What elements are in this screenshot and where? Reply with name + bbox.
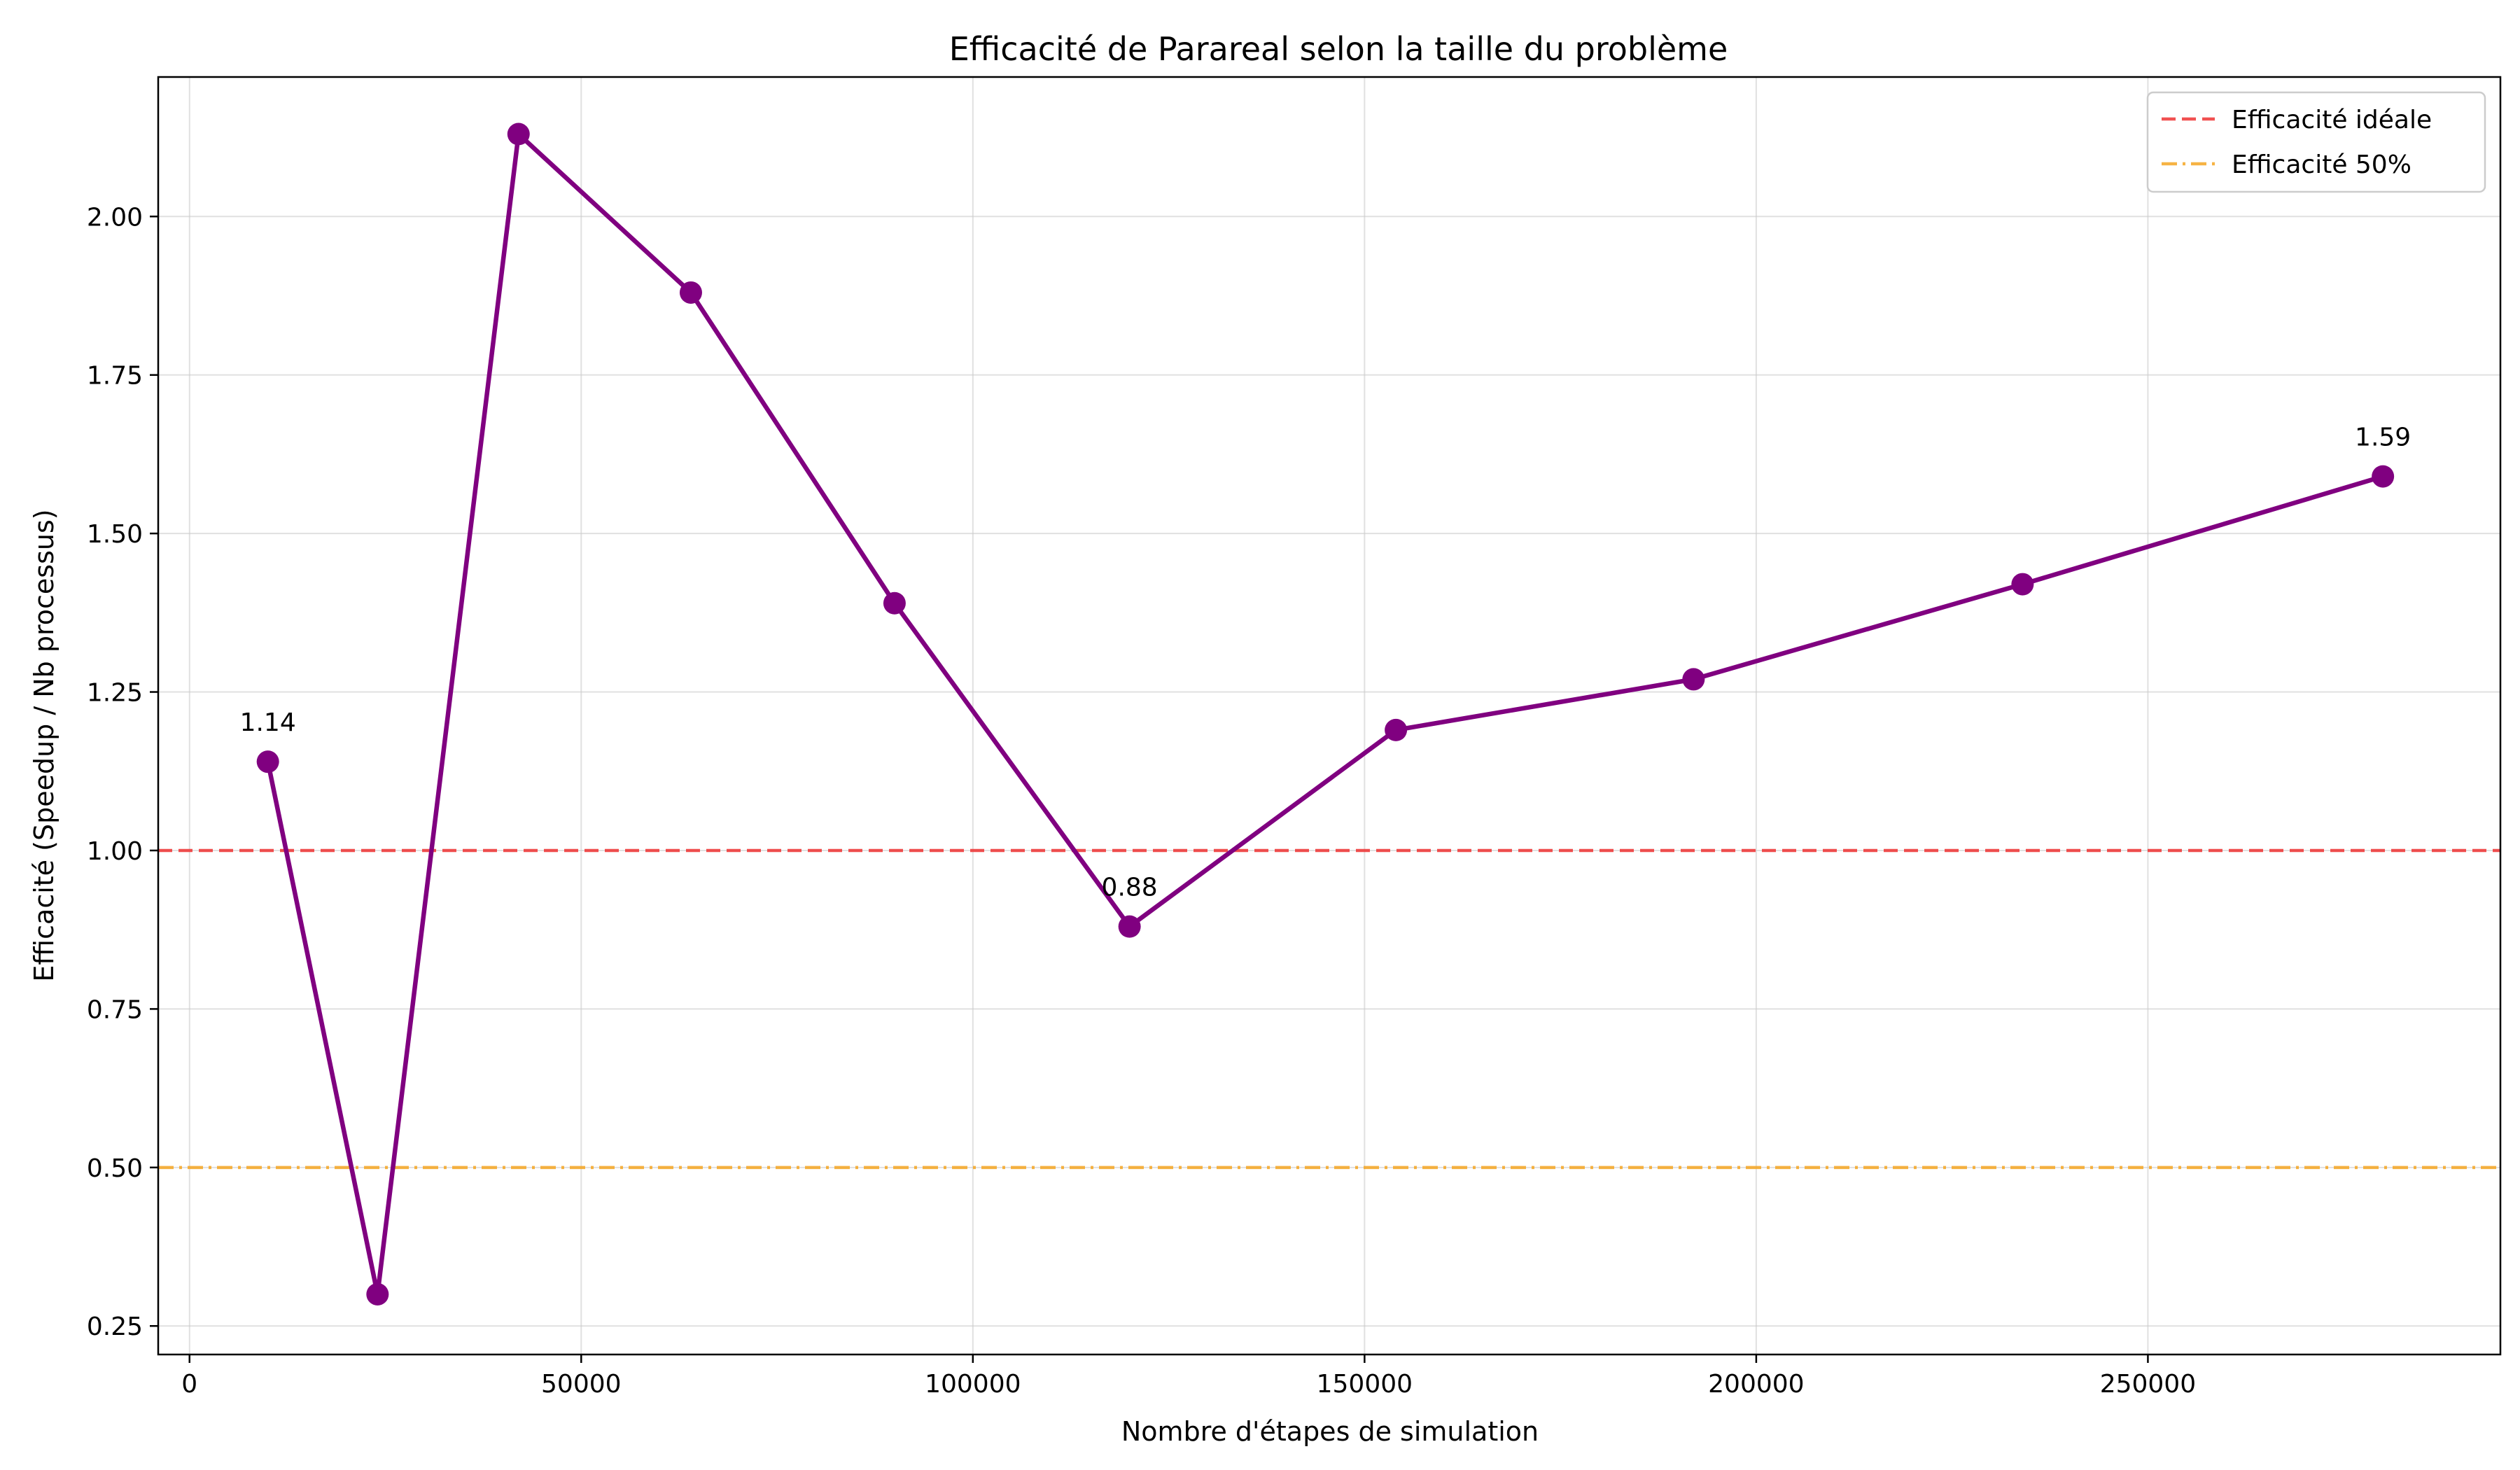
chart-title: Efficacité de Parareal selon la taille d… (949, 30, 1728, 68)
data-label: 1.14 (240, 708, 296, 737)
x-axis-ticks: 0 50000 100000 150000 200000 250000 (181, 1354, 2196, 1399)
y-tick-label: 1.00 (87, 837, 143, 866)
y-axis-ticks: 0.25 0.50 0.75 1.00 1.25 1.50 1.75 2.00 (87, 203, 158, 1341)
y-axis-label: Efficacité (Speedup / Nb processus) (29, 509, 59, 981)
x-tick-label: 200000 (1708, 1370, 1804, 1399)
data-series (256, 122, 2395, 1306)
data-point (679, 281, 702, 304)
y-tick-label: 1.50 (87, 520, 143, 549)
data-point (256, 750, 279, 774)
data-point (1385, 718, 1408, 741)
y-tick-label: 0.75 (87, 995, 143, 1024)
x-tick-label: 150000 (1317, 1370, 1413, 1399)
data-point (1682, 668, 1705, 691)
y-tick-label: 0.50 (87, 1154, 143, 1183)
grid (158, 77, 2500, 1354)
y-tick-label: 1.75 (87, 362, 143, 391)
plot-frame (157, 76, 2502, 1356)
data-point (2372, 465, 2395, 488)
x-tick-label: 250000 (2100, 1370, 2196, 1399)
reference-lines (158, 848, 2500, 1170)
data-point (2011, 573, 2034, 596)
x-tick-label: 0 (181, 1370, 197, 1399)
y-tick-label: 2.00 (87, 203, 143, 232)
x-tick-label: 50000 (541, 1370, 622, 1399)
legend-label: Efficacité 50% (2232, 150, 2412, 179)
series-line (265, 132, 2384, 1297)
data-label: 0.88 (1102, 874, 1158, 902)
data-point (507, 122, 530, 146)
data-label: 1.59 (2355, 424, 2411, 452)
x-axis-label: Nombre d'étapes de simulation (1121, 1416, 1539, 1447)
legend: Efficacité idéale Efficacité 50% (2146, 91, 2486, 193)
data-point (366, 1282, 389, 1306)
data-point (1118, 915, 1141, 938)
y-tick-label: 1.25 (87, 679, 143, 708)
data-point (883, 592, 906, 615)
legend-box (2146, 91, 2486, 193)
data-annotations: 1.14 0.88 1.59 (240, 424, 2412, 902)
legend-label: Efficacité idéale (2232, 106, 2432, 134)
y-tick-label: 0.25 (87, 1312, 143, 1341)
x-tick-label: 100000 (925, 1370, 1021, 1399)
